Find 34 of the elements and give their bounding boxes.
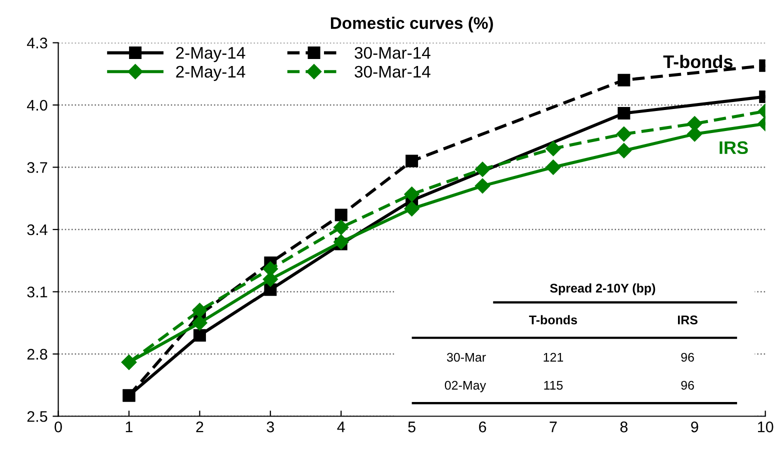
annotation: 96 [681, 380, 694, 390]
x-tick-label: 5 [408, 422, 416, 432]
x-tick-label: 1 [126, 422, 132, 432]
annotation: 02-May [444, 380, 486, 392]
legend-label: 2-May-14 [176, 46, 246, 62]
x-tick-label: 3 [266, 422, 274, 432]
x-tick-label: 6 [479, 422, 486, 432]
annotation: T-bonds [663, 54, 733, 68]
y-tick-label: 4.3 [26, 38, 48, 48]
chart-title: Domestic curves (%) [330, 16, 493, 32]
x-tick-label: 2 [196, 422, 204, 432]
y-tick-label: 4.0 [26, 100, 48, 111]
legend-label: 30-Mar-14 [354, 46, 430, 59]
legend-label: 2-May-14 [176, 66, 246, 81]
y-tick-label: 3.1 [27, 286, 48, 298]
annotation: IRS [720, 141, 748, 154]
legend-label: 30-Mar-14 [354, 66, 430, 78]
x-tick-label: 10 [758, 422, 774, 432]
annotation: IRS [678, 316, 698, 324]
y-tick-label: 3.4 [27, 224, 48, 236]
x-tick-label: 7 [550, 422, 557, 432]
x-tick-label: 9 [691, 422, 698, 432]
y-tick-label: 3.7 [27, 162, 48, 173]
annotation: 96 [681, 352, 694, 362]
x-tick-label: 0 [54, 422, 62, 432]
annotation: 30-Mar [446, 352, 486, 362]
y-tick-label: 2.8 [27, 348, 48, 360]
y-tick-label: 2.5 [27, 411, 48, 422]
x-tick-label: 8 [620, 422, 628, 432]
annotation: T-bonds [529, 315, 578, 324]
annotation: Spread 2-10Y (bp) [550, 283, 656, 296]
annotation: 115 [544, 381, 563, 390]
x-tick-label: 4 [337, 422, 345, 432]
annotation: 121 [544, 352, 564, 362]
